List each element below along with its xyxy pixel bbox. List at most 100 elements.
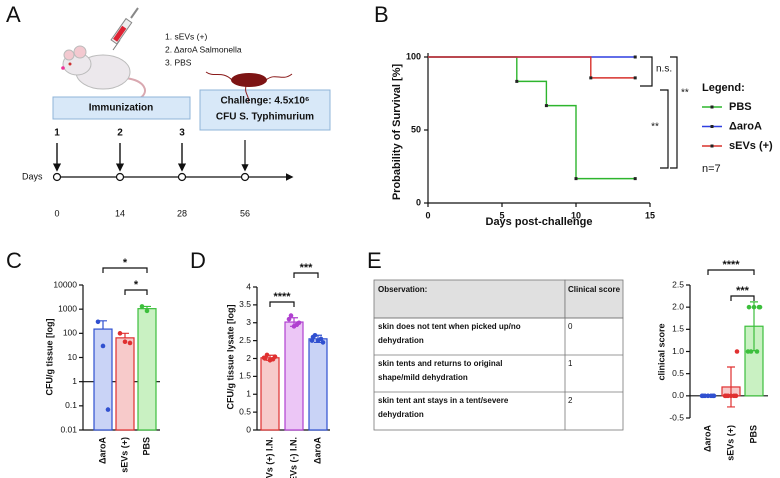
data-point <box>144 308 150 314</box>
significance-label: ** <box>651 122 659 133</box>
y-tick-label: 100 <box>406 51 421 61</box>
x-tick-label: ΔaroA <box>702 425 712 452</box>
significance-bracket <box>640 56 653 87</box>
score-table <box>373 279 624 431</box>
significance-label: * <box>123 257 128 269</box>
data-point <box>320 340 326 345</box>
significance-bracket <box>730 295 755 301</box>
data-point <box>139 304 145 309</box>
data-point <box>746 304 752 310</box>
y-tick-label: 2 <box>246 353 251 363</box>
step-number: 2 <box>117 128 123 139</box>
data-point <box>757 304 763 310</box>
y-tick-label: 0.5 <box>672 368 684 378</box>
data-point <box>734 349 740 354</box>
x-tick-label: sEVs (+) I.N. <box>264 437 274 478</box>
significance-label: ** <box>681 88 689 99</box>
axis <box>427 53 650 204</box>
panel-label: C <box>6 248 22 273</box>
table-cell: 1 <box>568 359 573 368</box>
data-point <box>261 355 267 361</box>
legend-title: Legend: <box>702 82 745 94</box>
survival-marker <box>544 104 548 108</box>
error-bar <box>121 332 129 338</box>
data-point <box>95 319 101 325</box>
y-tick-label: 1 <box>246 389 251 399</box>
significance-bracket <box>102 267 148 273</box>
table-cell: 0 <box>568 322 573 331</box>
data-point <box>100 343 106 349</box>
data-point <box>294 322 300 327</box>
day-marker <box>177 172 187 182</box>
error-bar <box>143 305 151 309</box>
group-label: 3. PBS <box>165 57 192 67</box>
syringe-illustration <box>110 7 139 51</box>
data-point <box>286 316 292 322</box>
survival-marker <box>574 177 578 181</box>
y-tick-label: 3.5 <box>239 299 251 309</box>
data-point <box>270 356 276 362</box>
group-label: 2. ΔaroA Salmonella <box>165 44 242 54</box>
significance-bracket <box>660 89 669 169</box>
table-cell: skin does not tent when picked up/no <box>378 322 521 331</box>
data-point <box>105 407 111 412</box>
error-bar <box>99 320 107 330</box>
y-tick-label: 0.0 <box>672 390 684 400</box>
table-cell: skin tent ant stays in a tent/severe <box>378 396 509 405</box>
day-label: 28 <box>177 208 187 218</box>
y-tick-label: 10000 <box>53 279 77 289</box>
y-tick-label: 2.5 <box>239 335 251 345</box>
day-marker <box>115 172 125 182</box>
survival-marker <box>633 55 637 59</box>
legend-label: ΔaroA <box>729 120 762 132</box>
y-tick-label: 1.5 <box>672 324 684 334</box>
day-label: 56 <box>240 208 250 218</box>
x-tick-label: PBS <box>748 425 758 444</box>
x-tick-label: 10 <box>571 210 581 220</box>
data-point <box>117 331 123 336</box>
panel-label: D <box>190 248 206 273</box>
survival-marker <box>633 177 637 181</box>
significance-label: **** <box>273 291 291 303</box>
data-point <box>699 393 705 399</box>
x-tick-label: sEVs (+) <box>725 425 735 461</box>
data-point <box>731 393 737 399</box>
data-point <box>722 393 728 399</box>
table-cell: dehydration <box>378 336 424 345</box>
significance-bracket <box>269 301 295 307</box>
bar <box>284 321 304 431</box>
y-axis-label: CFU/g tissue lysate [log] <box>225 304 235 409</box>
significance-label: * <box>134 279 139 291</box>
significance-bracket <box>707 269 755 275</box>
panel-label: A <box>6 2 21 27</box>
day-marker <box>52 172 62 182</box>
table-header: Clinical score <box>568 285 621 294</box>
y-tick-label: 1.5 <box>239 371 251 381</box>
significance-label: *** <box>300 262 314 274</box>
data-point <box>122 339 128 345</box>
table-cell: dehydration <box>378 410 424 419</box>
significance-bracket <box>670 56 678 169</box>
y-axis-label: clinical score <box>656 323 666 380</box>
survival-line <box>428 56 636 180</box>
step-number: 1 <box>54 128 60 139</box>
x-tick-label: sEVs (-) I.N. <box>288 437 298 478</box>
data-point <box>288 313 294 318</box>
immunization-box <box>52 96 191 120</box>
x-tick-label: ΔaroA <box>97 437 107 464</box>
survival-marker <box>515 79 519 83</box>
bacterium-illustration <box>205 71 293 103</box>
data-point <box>751 304 757 310</box>
table-cell: 2 <box>568 396 573 405</box>
challenge-label: Challenge: 4.5x10⁶ <box>220 96 309 107</box>
bar <box>308 338 328 431</box>
significance-label: *** <box>736 285 750 297</box>
survival-line <box>428 56 636 79</box>
step-number: 3 <box>179 128 185 139</box>
group-label: 1. sEVs (+) <box>165 31 207 41</box>
x-tick-label: sEVs (+) <box>119 437 129 473</box>
y-tick-label: 3 <box>246 317 251 327</box>
n-note: n=7 <box>702 163 721 175</box>
y-tick-label: 0.1 <box>65 400 77 410</box>
data-point <box>711 393 717 399</box>
